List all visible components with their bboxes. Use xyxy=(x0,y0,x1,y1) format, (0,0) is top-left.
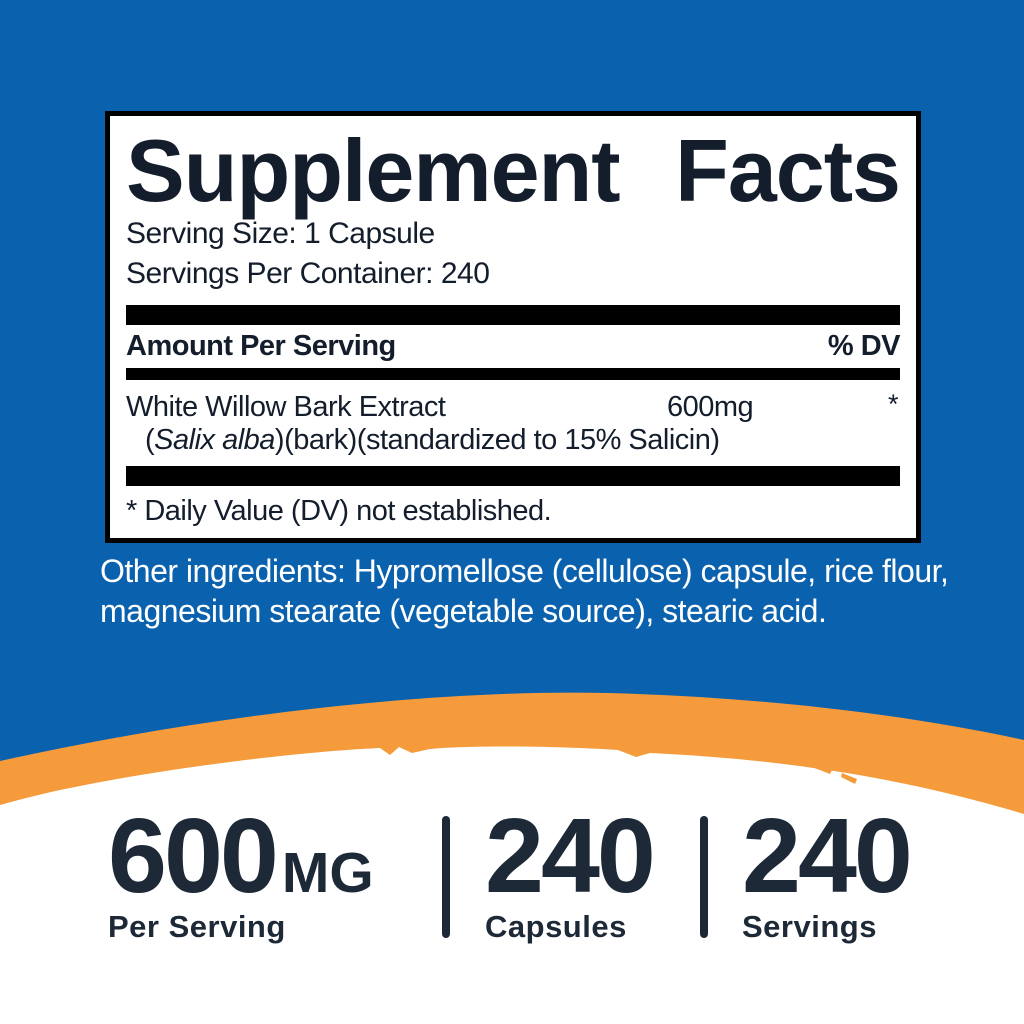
stat-capsules: 240 Capsules xyxy=(485,797,659,945)
stat-per-serving-value: 600 xyxy=(108,797,279,915)
stat-per-serving: 600 MG Per Serving xyxy=(108,797,374,945)
stat-capsules-value: 240 xyxy=(485,797,656,915)
dv-footnote: * Daily Value (DV) not established. xyxy=(126,495,552,527)
separator-bar-bottom xyxy=(126,466,900,486)
stat-servings-number: 240 xyxy=(742,797,916,915)
ingredient-detail: (Salix alba)(bark)(standardized to 15% S… xyxy=(126,425,900,455)
stat-servings-value: 240 xyxy=(742,797,913,915)
supplement-facts-panel: Supplement Facts Serving Size: 1 Capsule… xyxy=(105,111,921,543)
panel-title-word-supplement: Supplement xyxy=(126,121,621,220)
stat-divider-2 xyxy=(700,816,708,938)
other-ingredients: Other ingredients: Hypromellose (cellulo… xyxy=(100,551,980,631)
percent-dv-header: % DV xyxy=(827,330,901,362)
orange-swoosh-band xyxy=(0,690,1024,814)
panel-title: Supplement Facts xyxy=(126,121,901,220)
detail-rest-text: )(bark)(standardized to 15% Salicin) xyxy=(274,424,720,456)
column-header-row: Amount Per Serving % DV xyxy=(126,325,901,368)
ingredient-amount: 600mg xyxy=(667,391,754,423)
other-ingredients-line1: Other ingredients: Hypromellose (cellulo… xyxy=(100,553,949,589)
stat-divider-1 xyxy=(442,816,450,938)
orange-brush-speck xyxy=(804,760,857,784)
stat-per-serving-label: Per Serving xyxy=(108,909,286,944)
stat-capsules-label: Capsules xyxy=(485,909,627,944)
detail-open-paren: ( xyxy=(145,424,155,456)
stat-per-serving-unit: MG xyxy=(281,841,374,905)
other-ingredients-line2: magnesium stearate (vegetable source), s… xyxy=(100,593,827,629)
detail-latin-name: Salix alba xyxy=(154,424,275,456)
ingredient-name: White Willow Bark Extract xyxy=(126,391,446,423)
amount-per-serving-header: Amount Per Serving xyxy=(126,330,396,362)
panel-title-word-facts: Facts xyxy=(675,121,901,220)
separator-bar-top xyxy=(126,305,900,325)
ingredient-row: White Willow Bark Extract 600mg * xyxy=(126,389,900,423)
serving-size-text: Serving Size: 1 Capsule xyxy=(126,217,435,250)
stat-capsules-number: 240 xyxy=(485,797,659,915)
stat-servings: 240 Servings xyxy=(742,797,916,945)
stat-per-serving-number: 600 MG xyxy=(108,797,374,915)
ingredient-dv-asterisk: * xyxy=(887,389,899,419)
servings-per-container-text: Servings Per Container: 240 xyxy=(126,257,490,290)
stat-servings-label: Servings xyxy=(742,909,877,944)
separator-bar-middle xyxy=(126,368,900,380)
